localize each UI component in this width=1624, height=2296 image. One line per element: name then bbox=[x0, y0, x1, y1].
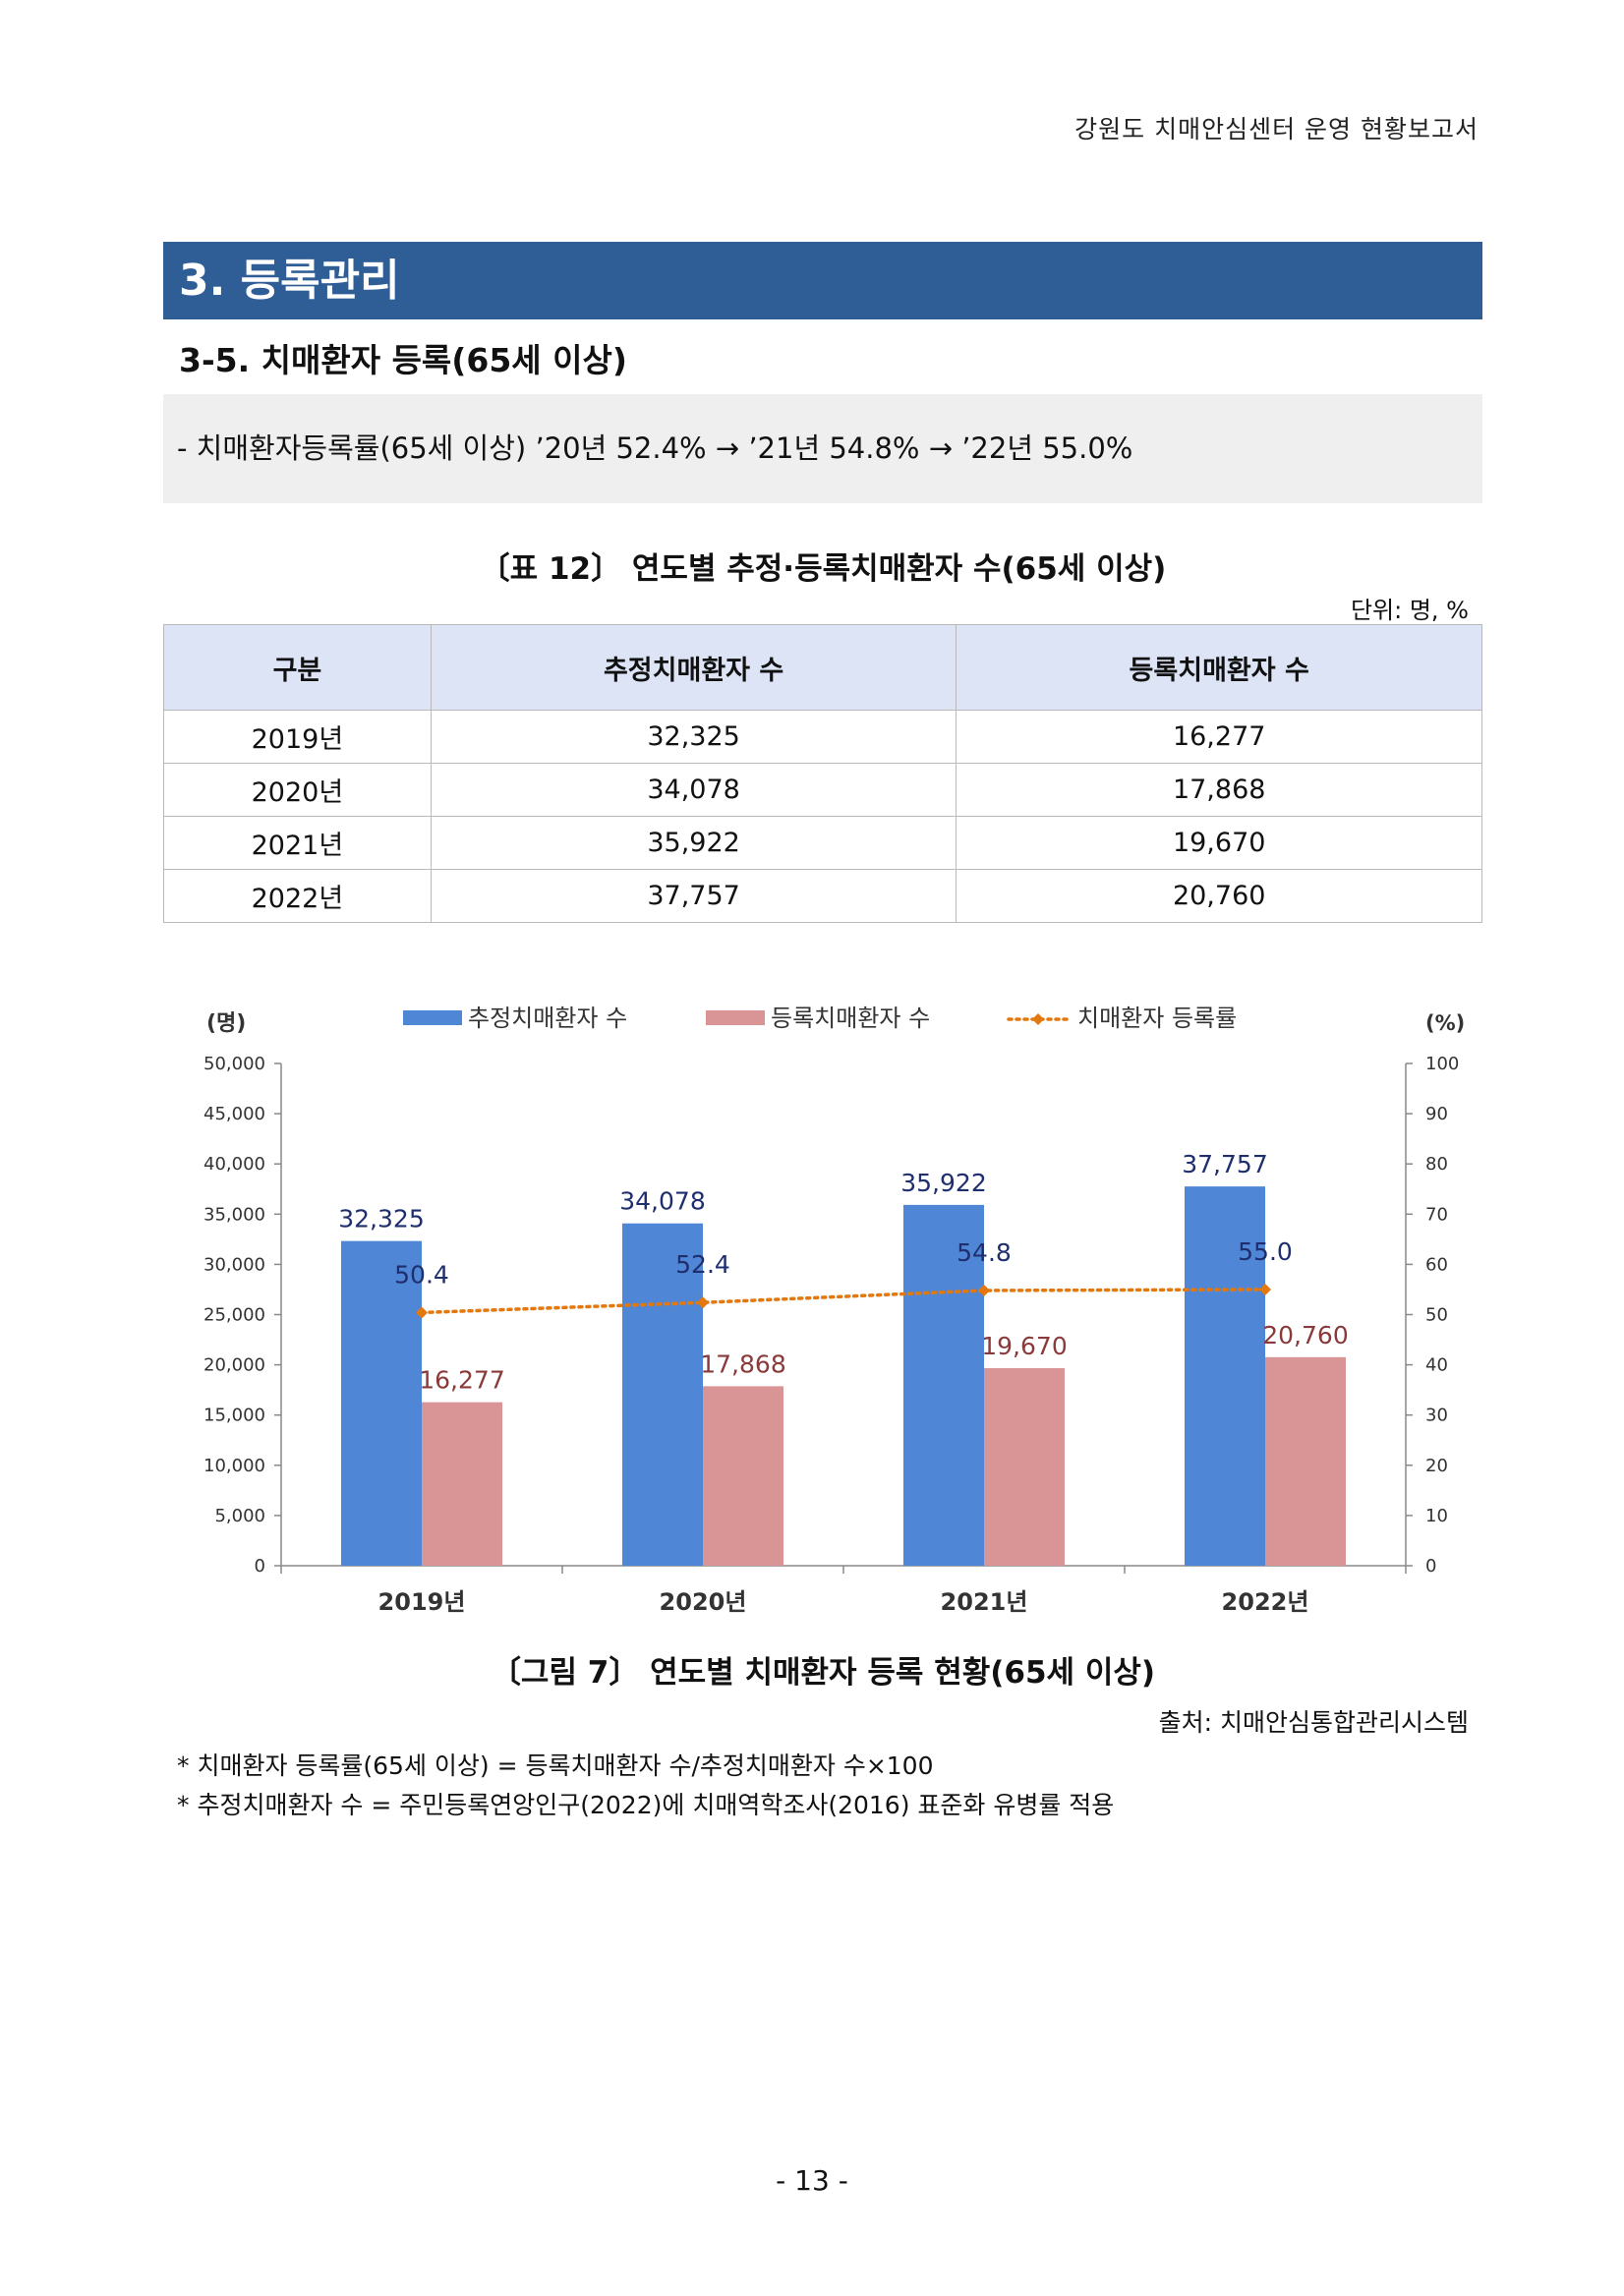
y-left-tick-label: 40,000 bbox=[203, 1154, 265, 1175]
cell-estimated: 32,325 bbox=[430, 710, 957, 764]
y-left-tick-label: 0 bbox=[255, 1556, 265, 1577]
bar-estimated bbox=[1185, 1186, 1265, 1566]
header-estimated: 추정치매환자 수 bbox=[430, 624, 957, 711]
cell-year: 2019년 bbox=[163, 710, 432, 764]
y-left-tick-label: 15,000 bbox=[203, 1406, 265, 1426]
legend-label-estimated: 추정치매환자 수 bbox=[468, 1004, 627, 1032]
cell-registered: 16,277 bbox=[956, 710, 1482, 764]
bar-estimated bbox=[341, 1240, 422, 1566]
bar-estimated bbox=[622, 1223, 703, 1566]
cell-registered: 19,670 bbox=[956, 816, 1482, 870]
y-right-tick-label: 50 bbox=[1425, 1305, 1448, 1326]
table-row: 2021년 35,922 19,670 bbox=[163, 816, 1482, 870]
y-right-tick-label: 20 bbox=[1425, 1456, 1448, 1476]
y-left-axis-label: (명) bbox=[206, 1011, 246, 1036]
bar-estimated-label: 32,325 bbox=[338, 1205, 424, 1234]
table-row: 2019년 32,325 16,277 bbox=[163, 710, 1482, 764]
cell-registered: 17,868 bbox=[956, 763, 1482, 817]
x-tick-label: 2021년 bbox=[941, 1588, 1028, 1616]
subsection-title: 3-5. 치매환자 등록(65세 이상) bbox=[179, 341, 627, 379]
rate-point bbox=[697, 1296, 709, 1309]
bar-registered-label: 19,670 bbox=[981, 1332, 1067, 1360]
bar-estimated-label: 37,757 bbox=[1182, 1150, 1267, 1178]
y-right-tick-label: 90 bbox=[1425, 1104, 1448, 1124]
rate-point bbox=[416, 1306, 428, 1319]
legend-label-rate: 치매환자 등록률 bbox=[1077, 1004, 1237, 1032]
figure-caption: 〔그림 7〕 연도별 치매환자 등록 현황(65세 이상) bbox=[490, 1655, 1156, 1691]
y-right-tick-label: 0 bbox=[1425, 1556, 1436, 1577]
x-tick-label: 2019년 bbox=[378, 1588, 466, 1616]
bar-registered bbox=[984, 1367, 1065, 1566]
y-left-tick-label: 45,000 bbox=[203, 1104, 265, 1124]
data-table: 구분 추정치매환자 수 등록치매환자 수 2019년 32,325 16,277… bbox=[163, 624, 1482, 923]
summary-text: - 치매환자등록률(65세 이상) ’20년 52.4% → ’21년 54.8… bbox=[177, 431, 1133, 465]
rate-point bbox=[978, 1284, 990, 1296]
table-header-row: 구분 추정치매환자 수 등록치매환자 수 bbox=[163, 624, 1482, 711]
legend-marker-rate bbox=[1032, 1013, 1044, 1025]
x-tick-label: 2020년 bbox=[660, 1588, 747, 1616]
section-title: 3. 등록관리 bbox=[163, 242, 1482, 319]
cell-estimated: 37,757 bbox=[430, 869, 957, 923]
bar-estimated-label: 34,078 bbox=[619, 1187, 705, 1216]
bar-estimated bbox=[903, 1204, 984, 1566]
bar-registered bbox=[422, 1402, 502, 1566]
y-left-tick-label: 25,000 bbox=[203, 1305, 265, 1326]
rate-line bbox=[420, 1288, 1267, 1315]
combo-chart: 0 5,000 10,000 15,000 20,000 25,000 30,000 35,0… bbox=[203, 1004, 1465, 1616]
y-right-tick-label: 10 bbox=[1425, 1506, 1448, 1526]
y-right-tick-label: 100 bbox=[1425, 1054, 1459, 1074]
cell-estimated: 34,078 bbox=[430, 763, 957, 817]
y-left-tick-label: 20,000 bbox=[203, 1355, 265, 1376]
bar-registered bbox=[703, 1386, 783, 1566]
chart-container: 0 5,000 10,000 15,000 20,000 25,000 30,000 35,0… bbox=[163, 983, 1482, 1632]
rate-point bbox=[1259, 1283, 1271, 1295]
y-right-tick-label: 40 bbox=[1425, 1355, 1448, 1376]
rate-point-label: 50.4 bbox=[394, 1260, 449, 1289]
y-left-tick-label: 35,000 bbox=[203, 1204, 265, 1225]
table-caption: 〔표 12〕 연도별 추정·등록치매환자 수(65세 이상) bbox=[479, 551, 1167, 587]
y-left-tick-label: 30,000 bbox=[203, 1254, 265, 1275]
footnote-2: * 추정치매환자 수 = 주민등록연앙인구(2022)에 치매역학조사(2016… bbox=[177, 1791, 1115, 1819]
x-tick-label: 2022년 bbox=[1222, 1588, 1309, 1616]
cell-year: 2022년 bbox=[163, 869, 432, 923]
header-category: 구분 bbox=[163, 624, 432, 711]
page-number: - 13 - bbox=[776, 2164, 848, 2197]
unit-label: 단위: 명, % bbox=[1350, 597, 1469, 624]
y-left-tick-label: 10,000 bbox=[203, 1456, 265, 1476]
rate-point-label: 55.0 bbox=[1238, 1237, 1293, 1266]
rate-point-label: 54.8 bbox=[957, 1238, 1012, 1267]
table-row: 2022년 37,757 20,760 bbox=[163, 869, 1482, 923]
y-right-tick-label: 30 bbox=[1425, 1406, 1448, 1426]
legend-swatch-estimated bbox=[403, 1010, 462, 1025]
legend-label-registered: 등록치매환자 수 bbox=[771, 1004, 930, 1032]
legend-swatch-registered bbox=[706, 1010, 765, 1025]
rate-point-label: 52.4 bbox=[675, 1250, 730, 1279]
bar-registered bbox=[1265, 1356, 1346, 1566]
bar-registered-label: 20,760 bbox=[1262, 1321, 1348, 1349]
table-row: 2020년 34,078 17,868 bbox=[163, 763, 1482, 817]
source-label: 출처: 치매안심통합관리시스템 bbox=[1158, 1708, 1469, 1737]
y-right-tick-label: 70 bbox=[1425, 1204, 1448, 1225]
bar-estimated-label: 35,922 bbox=[900, 1169, 986, 1197]
running-header: 강원도 치매안심센터 운영 현황보고서 bbox=[1074, 115, 1479, 144]
cell-year: 2021년 bbox=[163, 816, 432, 870]
summary-box: - 치매환자등록률(65세 이상) ’20년 52.4% → ’21년 54.8… bbox=[163, 394, 1482, 503]
cell-estimated: 35,922 bbox=[430, 816, 957, 870]
bar-registered-label: 17,868 bbox=[700, 1349, 785, 1378]
footnote-1: * 치매환자 등록률(65세 이상) = 등록치매환자 수/추정치매환자 수×1… bbox=[177, 1751, 934, 1780]
cell-year: 2020년 bbox=[163, 763, 432, 817]
cell-registered: 20,760 bbox=[956, 869, 1482, 923]
y-left-tick-label: 50,000 bbox=[203, 1054, 265, 1074]
bar-registered-label: 16,277 bbox=[419, 1366, 504, 1395]
y-right-tick-label: 80 bbox=[1425, 1154, 1448, 1175]
header-registered: 등록치매환자 수 bbox=[956, 624, 1482, 711]
y-right-axis-label: (%) bbox=[1425, 1011, 1465, 1035]
y-left-tick-label: 5,000 bbox=[214, 1506, 265, 1526]
y-right-tick-label: 60 bbox=[1425, 1254, 1448, 1275]
